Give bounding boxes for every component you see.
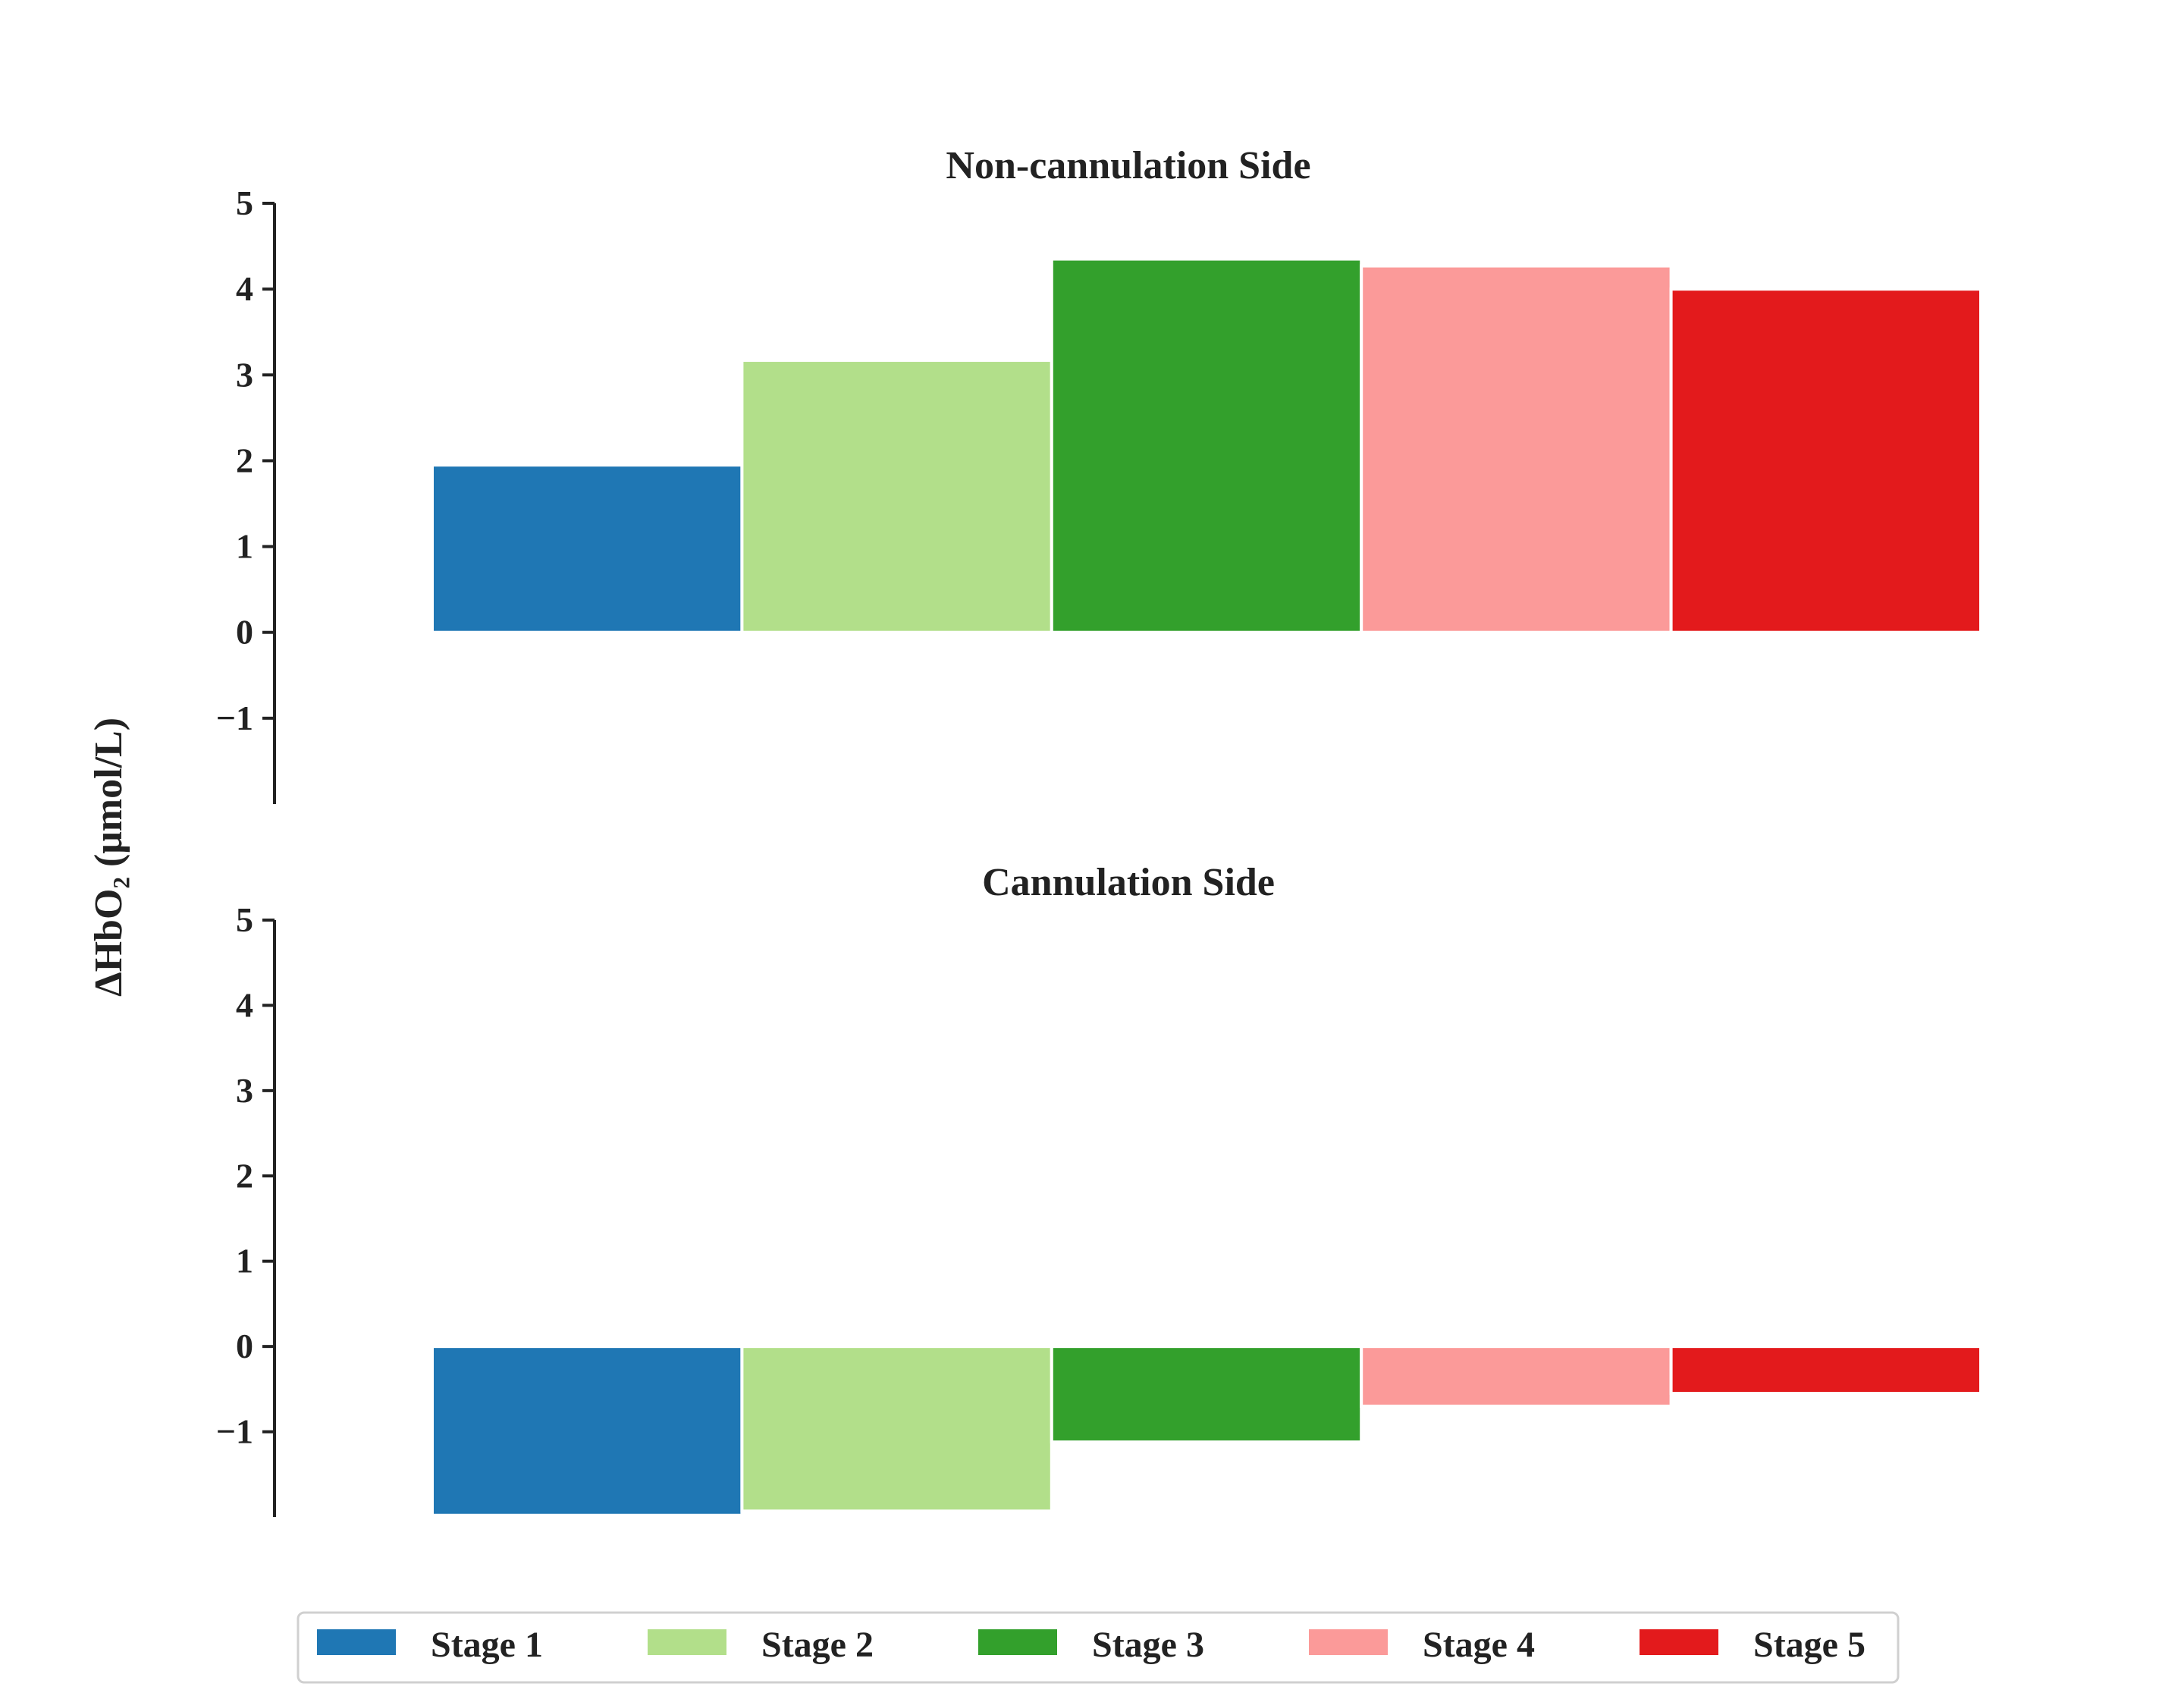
y-tick-label: 2 <box>236 441 253 479</box>
legend-label: Stage 4 <box>1423 1625 1535 1665</box>
panel-cannulation: Cannulation Side −1 0 1 2 3 4 5 <box>216 861 1983 1517</box>
y-tick-label: −1 <box>216 1412 253 1451</box>
legend-label: Stage 5 <box>1753 1625 1866 1665</box>
y-tick-label: 1 <box>236 527 253 566</box>
bar-stage-3 <box>1050 1345 1363 1444</box>
legend-label: Stage 2 <box>761 1625 874 1665</box>
bar-stage-1 <box>431 463 744 634</box>
y-tick-label: 1 <box>236 1242 253 1280</box>
y-tick-label: 2 <box>236 1156 253 1195</box>
bar-stage-2 <box>740 359 1053 634</box>
y-tick-label: 5 <box>236 900 253 939</box>
y-tick-label: 4 <box>236 985 253 1024</box>
y-axis-label: ΔHbO₂ (μmol/L) <box>87 718 130 997</box>
legend-swatch <box>1640 1629 1718 1655</box>
y-tick-label: 3 <box>236 355 253 394</box>
legend-swatch <box>648 1629 726 1655</box>
legend-label: Stage 3 <box>1092 1625 1204 1665</box>
y-tick-label: 3 <box>236 1071 253 1110</box>
bar-stage-3 <box>1050 257 1363 634</box>
y-tick-label: 5 <box>236 184 253 222</box>
y-tick-label: −1 <box>216 699 253 737</box>
bar-stage-2 <box>740 1345 1053 1513</box>
panel-title: Cannulation Side <box>982 861 1275 904</box>
bar-stage-4 <box>1360 264 1673 634</box>
legend-swatch <box>1309 1629 1388 1655</box>
legend-label: Stage 1 <box>431 1625 543 1665</box>
legend-swatch <box>317 1629 396 1655</box>
panel-title: Non-cannulation Side <box>946 144 1310 187</box>
y-tick-label: 0 <box>236 613 253 652</box>
panel-non-cannulation: Non-cannulation Side −1 0 1 2 3 4 5 <box>216 144 1983 804</box>
bar-stage-5 <box>1669 1345 1983 1395</box>
bar-stage-1 <box>431 1345 744 1517</box>
y-tick-label: 4 <box>236 269 253 308</box>
legend-swatch <box>978 1629 1057 1655</box>
legend: Stage 1 Stage 2 Stage 3 Stage 4 Stage 5 <box>297 1611 1900 1684</box>
bar-stage-4 <box>1360 1345 1673 1408</box>
bar-stage-5 <box>1669 287 1983 634</box>
y-tick-label: 0 <box>236 1327 253 1365</box>
